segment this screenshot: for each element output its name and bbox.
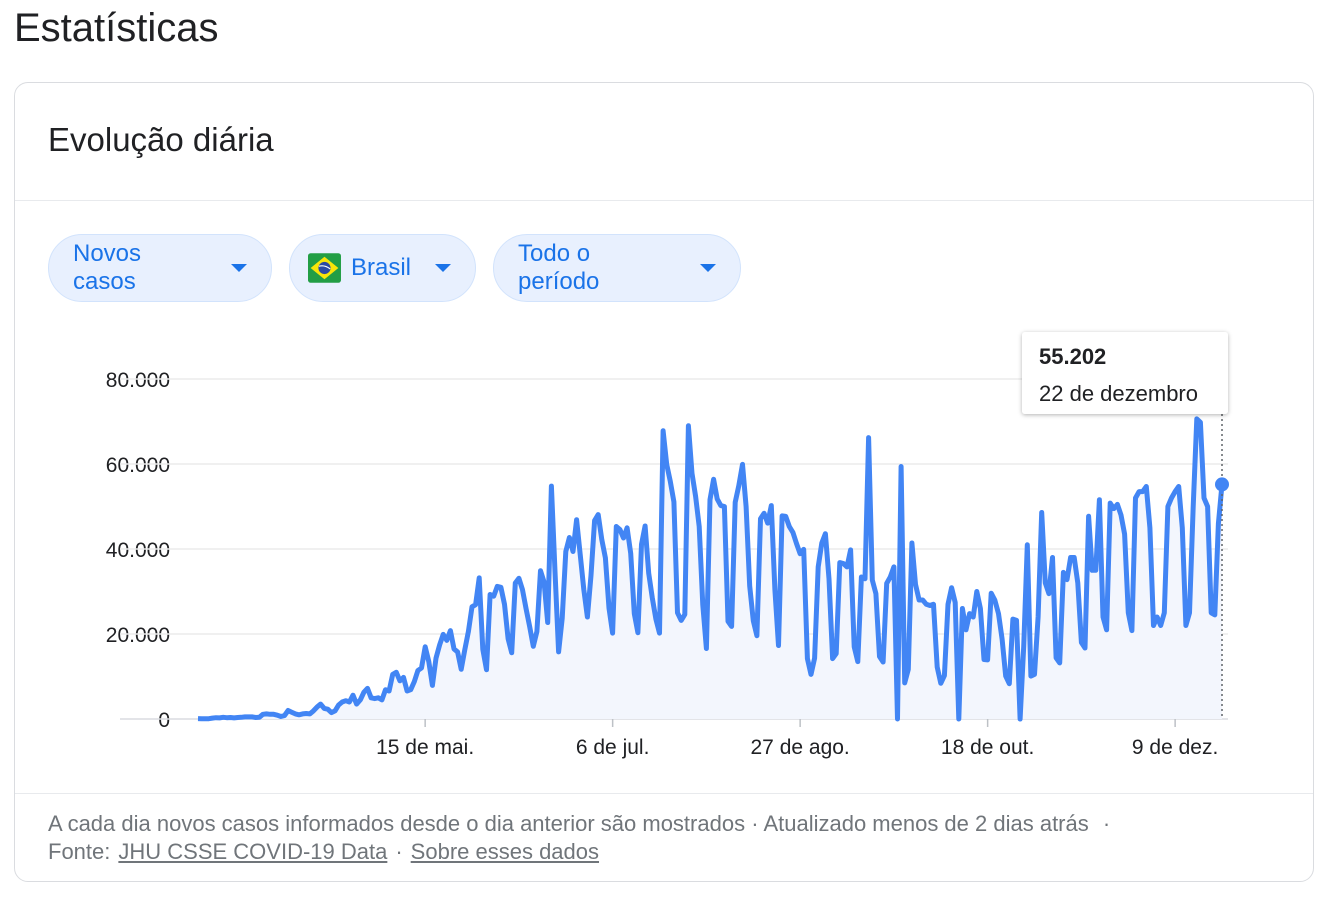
divider xyxy=(15,793,1313,794)
chip-label: Todo o período xyxy=(518,240,600,295)
footer: A cada dia novos casos informados desde … xyxy=(48,810,1110,866)
update-note: Atualizado menos de 2 dias atrás xyxy=(763,811,1089,836)
dropdown-arrow xyxy=(435,264,451,272)
footer-note: A cada dia novos casos informados desde … xyxy=(48,811,746,836)
period-dropdown[interactable]: Todo o período xyxy=(493,234,741,302)
card: Evolução diária Novos casos Brasil Todo … xyxy=(14,82,1314,882)
region-dropdown[interactable]: Brasil xyxy=(289,234,476,302)
divider xyxy=(15,200,1313,201)
flag-icon xyxy=(308,253,341,283)
chip-label: Brasil xyxy=(350,254,411,281)
dropdown-arrow xyxy=(231,264,247,272)
about-link[interactable]: Sobre esses dados xyxy=(410,839,600,864)
page-title: Estatísticas xyxy=(14,6,219,50)
source-label: Fonte: xyxy=(48,839,111,864)
chip-label: Novos casos xyxy=(73,240,142,295)
source-link[interactable]: JHU CSSE COVID-19 Data xyxy=(118,839,388,864)
dropdown-arrow xyxy=(700,264,716,272)
separator: · xyxy=(395,839,403,864)
metric-dropdown[interactable]: Novos casos xyxy=(48,234,272,302)
separator: · xyxy=(1102,811,1111,836)
card-title: Evolução diária xyxy=(48,121,274,158)
separator: · xyxy=(751,811,759,836)
